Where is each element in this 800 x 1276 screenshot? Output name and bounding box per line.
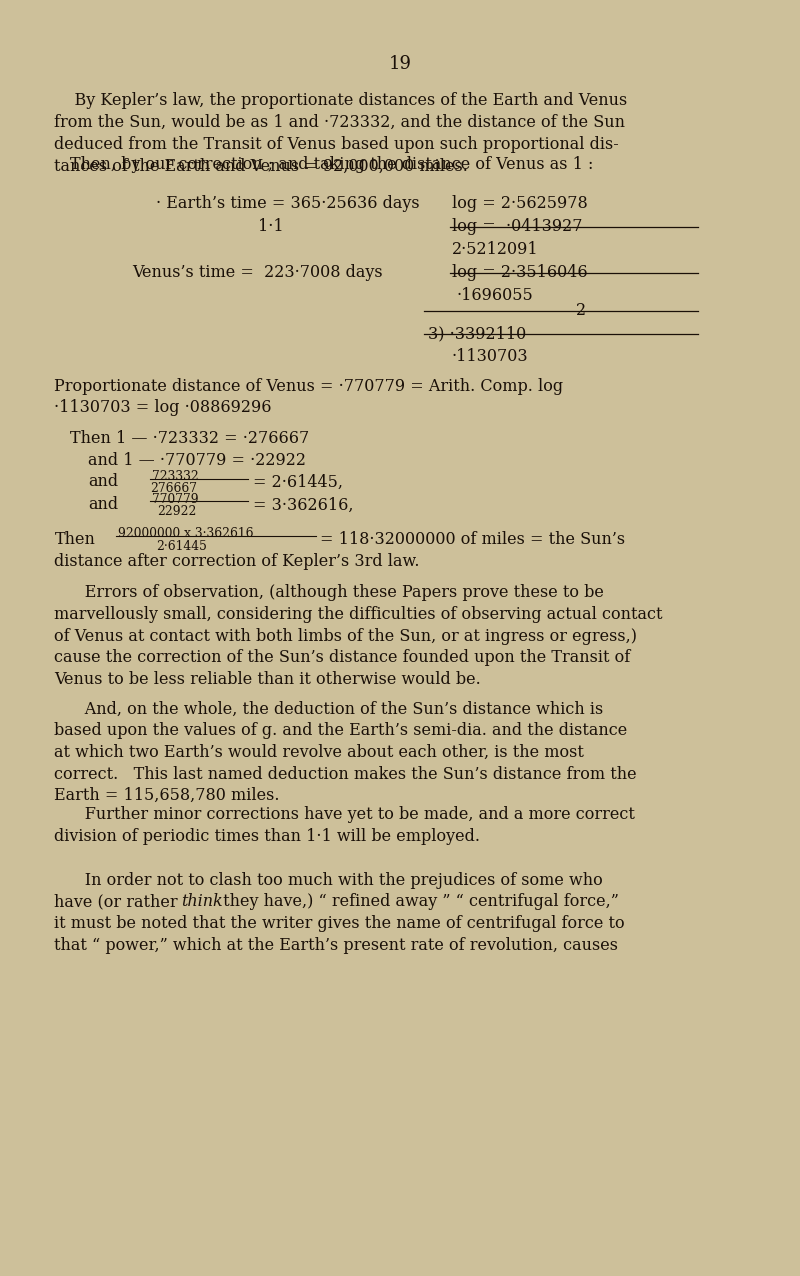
Text: that “ power,” which at the Earth’s present rate of revolution, causes: that “ power,” which at the Earth’s pres…	[54, 937, 618, 953]
Text: By Kepler’s law, the proportionate distances of the Earth and Venus: By Kepler’s law, the proportionate dista…	[54, 92, 628, 108]
Text: 2: 2	[576, 302, 586, 319]
Text: based upon the values of g. and the Earth’s semi-dia. and the distance: based upon the values of g. and the Eart…	[54, 722, 628, 739]
Text: and: and	[88, 473, 118, 490]
Text: 770779: 770779	[152, 493, 198, 505]
Text: And, on the whole, the deduction of the Sun’s distance which is: And, on the whole, the deduction of the …	[54, 701, 604, 717]
Text: ·1130703: ·1130703	[452, 348, 529, 365]
Text: cause the correction of the Sun’s distance founded upon the Transit of: cause the correction of the Sun’s distan…	[54, 649, 630, 666]
Text: of Venus at contact with both limbs of the Sun, or at ingress or egress,): of Venus at contact with both limbs of t…	[54, 628, 638, 644]
Text: Errors of observation, (although these Papers prove these to be: Errors of observation, (although these P…	[54, 584, 604, 601]
Text: deduced from the Transit of Venus based upon such proportional dis-: deduced from the Transit of Venus based …	[54, 137, 619, 153]
Text: Further minor corrections have yet to be made, and a more correct: Further minor corrections have yet to be…	[54, 806, 635, 823]
Text: ·1696055: ·1696055	[457, 287, 534, 304]
Text: = 2·61445,: = 2·61445,	[253, 473, 343, 490]
Text: log = 2·5625978: log = 2·5625978	[452, 195, 588, 212]
Text: Then: Then	[54, 531, 95, 547]
Text: · Earth’s time = 365·25636 days: · Earth’s time = 365·25636 days	[156, 195, 420, 212]
Text: = 118·32000000 of miles = the Sun’s: = 118·32000000 of miles = the Sun’s	[320, 531, 625, 547]
Text: think: think	[182, 893, 223, 910]
Text: log =  ·0413927: log = ·0413927	[452, 218, 582, 235]
Text: Then 1 — ·723332 = ·276667: Then 1 — ·723332 = ·276667	[70, 430, 309, 447]
Text: distance after correction of Kepler’s 3rd law.: distance after correction of Kepler’s 3r…	[54, 553, 420, 569]
Text: tances of the Earth and Venus = 92,000,000 miles.: tances of the Earth and Venus = 92,000,0…	[54, 158, 468, 175]
Text: and 1 — ·770779 = ·22922: and 1 — ·770779 = ·22922	[88, 452, 306, 468]
Text: it must be noted that the writer gives the name of centrifugal force to: it must be noted that the writer gives t…	[54, 915, 625, 931]
Text: Proportionate distance of Venus = ·770779 = Arith. Comp. log: Proportionate distance of Venus = ·77077…	[54, 378, 563, 394]
Text: have (or rather: have (or rather	[54, 893, 183, 910]
Text: at which two Earth’s would revolve about each other, is the most: at which two Earth’s would revolve about…	[54, 744, 584, 760]
Text: 723332: 723332	[152, 470, 198, 482]
Text: correct.   This last named deduction makes the Sun’s distance from the: correct. This last named deduction makes…	[54, 766, 637, 782]
Text: 2·61445: 2·61445	[156, 540, 207, 553]
Text: marvellously small, considering the difficulties of observing actual contact: marvellously small, considering the diff…	[54, 606, 663, 623]
Text: Venus’s time =  223·7008 days: Venus’s time = 223·7008 days	[132, 264, 382, 281]
Text: 19: 19	[389, 55, 411, 73]
Text: = 3·362616,: = 3·362616,	[253, 496, 354, 513]
Text: 276667: 276667	[150, 482, 198, 495]
Text: Then, by our correction ; and taking the distance of Venus as 1 :: Then, by our correction ; and taking the…	[70, 156, 593, 172]
Text: Earth = 115,658,780 miles.: Earth = 115,658,780 miles.	[54, 787, 280, 804]
Text: and: and	[88, 496, 118, 513]
Text: 3) ·3392110: 3) ·3392110	[428, 325, 526, 342]
Text: ·1130703 = log ·08869296: ·1130703 = log ·08869296	[54, 399, 272, 416]
Text: they have,) “ refined away ” “ centrifugal force,”: they have,) “ refined away ” “ centrifug…	[218, 893, 618, 910]
Text: log = 2·3516046: log = 2·3516046	[452, 264, 588, 281]
Text: division of periodic times than 1·1 will be employed.: division of periodic times than 1·1 will…	[54, 828, 480, 845]
Text: Venus to be less reliable than it otherwise would be.: Venus to be less reliable than it otherw…	[54, 671, 481, 688]
Text: 2·5212091: 2·5212091	[452, 241, 538, 258]
Text: In order not to clash too much with the prejudices of some who: In order not to clash too much with the …	[54, 872, 603, 888]
Text: 1·1: 1·1	[258, 218, 284, 235]
Text: from the Sun, would be as 1 and ·723332, and the distance of the Sun: from the Sun, would be as 1 and ·723332,…	[54, 114, 626, 131]
Text: 92000000 x 3·362616: 92000000 x 3·362616	[118, 527, 254, 540]
Text: 22922: 22922	[157, 505, 196, 518]
